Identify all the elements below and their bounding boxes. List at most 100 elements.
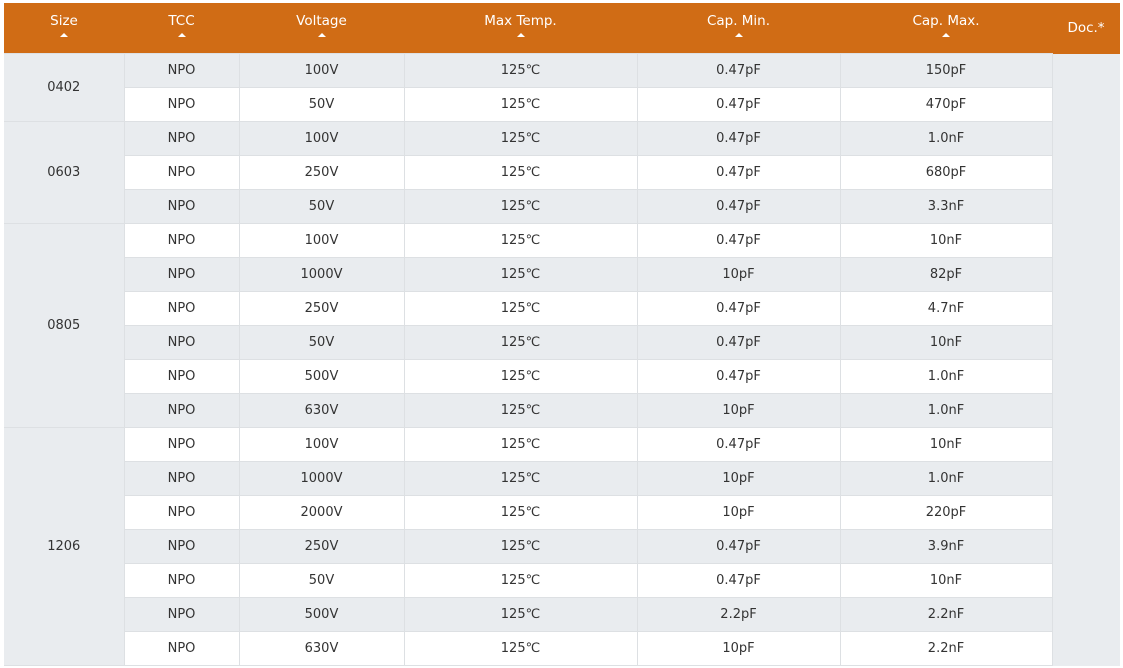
table-row: NPO 2000V 125℃ 10pF 220pF bbox=[4, 495, 1120, 530]
cell-voltage: 50V bbox=[238, 189, 405, 224]
table-row: NPO 500V 125℃ 0.47pF 1.0nF bbox=[4, 359, 1120, 394]
cell-max-temp: 125℃ bbox=[403, 563, 638, 598]
cell-cap-max: 3.3nF bbox=[839, 189, 1053, 224]
cell-tcc: NPO bbox=[123, 597, 240, 632]
cell-size: 1206 bbox=[4, 427, 125, 666]
cell-cap-max: 1.0nF bbox=[839, 121, 1053, 156]
cell-max-temp: 125℃ bbox=[403, 53, 638, 88]
cell-voltage: 250V bbox=[238, 529, 405, 564]
cell-cap-max: 10nF bbox=[839, 223, 1053, 258]
cell-tcc: NPO bbox=[123, 495, 240, 530]
cell-max-temp: 125℃ bbox=[403, 359, 638, 394]
table-row: NPO 630V 125℃ 10pF 1.0nF bbox=[4, 393, 1120, 428]
cell-max-temp: 125℃ bbox=[403, 631, 638, 666]
table-row: 0402 NPO 100V 125℃ 0.47pF 150pF bbox=[4, 53, 1120, 666]
cell-tcc: NPO bbox=[123, 155, 240, 190]
cell-tcc: NPO bbox=[123, 291, 240, 326]
cell-max-temp: 125℃ bbox=[403, 189, 638, 224]
cell-voltage: 100V bbox=[238, 53, 405, 88]
sort-ascending-icon[interactable] bbox=[177, 33, 186, 37]
cell-voltage: 630V bbox=[238, 631, 405, 666]
sort-ascending-icon[interactable] bbox=[516, 33, 525, 37]
cell-cap-min: 0.47pF bbox=[636, 359, 841, 394]
table-header-row: Size TCC Voltage Max Temp. Cap. Min. Cap. Max… bbox=[4, 3, 1120, 54]
cell-voltage: 100V bbox=[238, 223, 405, 258]
capacitor-table-container: Size TCC Voltage Max Temp. Cap. Min. Cap. Max… bbox=[4, 3, 1120, 666]
cell-voltage: 50V bbox=[238, 325, 405, 360]
cell-max-temp: 125℃ bbox=[403, 121, 638, 156]
cell-cap-max: 82pF bbox=[839, 257, 1053, 292]
sort-ascending-icon[interactable] bbox=[734, 33, 743, 37]
cell-voltage: 500V bbox=[238, 359, 405, 394]
cell-cap-min: 2.2pF bbox=[636, 597, 841, 632]
column-header-tcc[interactable]: TCC bbox=[124, 3, 239, 54]
column-header-label: Max Temp. bbox=[484, 13, 557, 29]
table-row: NPO 50V 125℃ 0.47pF 10nF bbox=[4, 563, 1120, 598]
cell-max-temp: 125℃ bbox=[403, 325, 638, 360]
cell-cap-min: 10pF bbox=[636, 257, 841, 292]
cell-max-temp: 125℃ bbox=[403, 461, 638, 496]
column-header-cap-max[interactable]: Cap. Max. bbox=[840, 3, 1052, 54]
cell-cap-min: 10pF bbox=[636, 495, 841, 530]
cell-cap-max: 220pF bbox=[839, 495, 1053, 530]
cell-voltage: 1000V bbox=[238, 461, 405, 496]
table-row: 1206 NPO 100V 125℃ 0.47pF 10nF bbox=[4, 427, 1120, 666]
cell-cap-min: 0.47pF bbox=[636, 155, 841, 190]
cell-size: 0402 bbox=[4, 53, 125, 122]
cell-cap-min: 0.47pF bbox=[636, 427, 841, 462]
cell-cap-max: 10nF bbox=[839, 325, 1053, 360]
table-row: NPO 50V 125℃ 0.47pF 470pF bbox=[4, 87, 1120, 122]
sort-ascending-icon[interactable] bbox=[60, 33, 68, 37]
cell-cap-max: 3.9nF bbox=[839, 529, 1053, 564]
cell-tcc: NPO bbox=[123, 189, 240, 224]
cell-cap-min: 0.47pF bbox=[636, 53, 841, 88]
column-header-cap-min[interactable]: Cap. Min. bbox=[637, 3, 840, 54]
sort-ascending-icon[interactable] bbox=[942, 33, 950, 37]
cell-cap-min: 0.47pF bbox=[636, 291, 841, 326]
cell-tcc: NPO bbox=[123, 53, 240, 88]
cell-voltage: 100V bbox=[238, 427, 405, 462]
cell-cap-max: 2.2nF bbox=[839, 597, 1053, 632]
cell-tcc: NPO bbox=[123, 223, 240, 258]
column-header-label: TCC bbox=[168, 13, 195, 29]
cell-cap-min: 0.47pF bbox=[636, 529, 841, 564]
column-header-doc[interactable]: Doc.* bbox=[1052, 3, 1120, 54]
cell-tcc: NPO bbox=[123, 631, 240, 666]
cell-size: 0603 bbox=[4, 121, 125, 224]
cell-max-temp: 125℃ bbox=[403, 87, 638, 122]
sort-ascending-icon[interactable] bbox=[317, 33, 326, 37]
cell-cap-max: 470pF bbox=[839, 87, 1053, 122]
cell-max-temp: 125℃ bbox=[403, 393, 638, 428]
table-row: NPO 250V 125℃ 0.47pF 3.9nF bbox=[4, 529, 1120, 564]
column-header-label: Size bbox=[50, 13, 78, 29]
column-header-label: Voltage bbox=[296, 13, 347, 29]
cell-voltage: 50V bbox=[238, 563, 405, 598]
cell-tcc: NPO bbox=[123, 359, 240, 394]
table-row: NPO 500V 125℃ 2.2pF 2.2nF bbox=[4, 597, 1120, 632]
cell-cap-min: 10pF bbox=[636, 461, 841, 496]
cell-voltage: 250V bbox=[238, 155, 405, 190]
cell-voltage: 500V bbox=[238, 597, 405, 632]
cell-tcc: NPO bbox=[123, 427, 240, 462]
cell-cap-max: 1.0nF bbox=[839, 359, 1053, 394]
cell-max-temp: 125℃ bbox=[403, 495, 638, 530]
cell-voltage: 100V bbox=[238, 121, 405, 156]
column-header-voltage[interactable]: Voltage bbox=[239, 3, 404, 54]
table-row: 0603 NPO 100V 125℃ 0.47pF 1.0nF bbox=[4, 121, 1120, 224]
cell-max-temp: 125℃ bbox=[403, 223, 638, 258]
cell-tcc: NPO bbox=[123, 563, 240, 598]
cell-size: 0805 bbox=[4, 223, 125, 428]
table-row: NPO 50V 125℃ 0.47pF 3.3nF bbox=[4, 189, 1120, 224]
column-header-max-temp[interactable]: Max Temp. bbox=[404, 3, 637, 54]
table-row: NPO 1000V 125℃ 10pF 82pF bbox=[4, 257, 1120, 292]
cell-max-temp: 125℃ bbox=[403, 529, 638, 564]
cell-voltage: 1000V bbox=[238, 257, 405, 292]
cell-tcc: NPO bbox=[123, 393, 240, 428]
capacitor-table: Size TCC Voltage Max Temp. Cap. Min. Cap. Max… bbox=[4, 3, 1120, 666]
cell-voltage: 50V bbox=[238, 87, 405, 122]
cell-tcc: NPO bbox=[123, 121, 240, 156]
cell-cap-min: 0.47pF bbox=[636, 223, 841, 258]
cell-cap-max: 150pF bbox=[839, 53, 1053, 88]
cell-cap-min: 10pF bbox=[636, 631, 841, 666]
column-header-size[interactable]: Size bbox=[4, 3, 124, 54]
